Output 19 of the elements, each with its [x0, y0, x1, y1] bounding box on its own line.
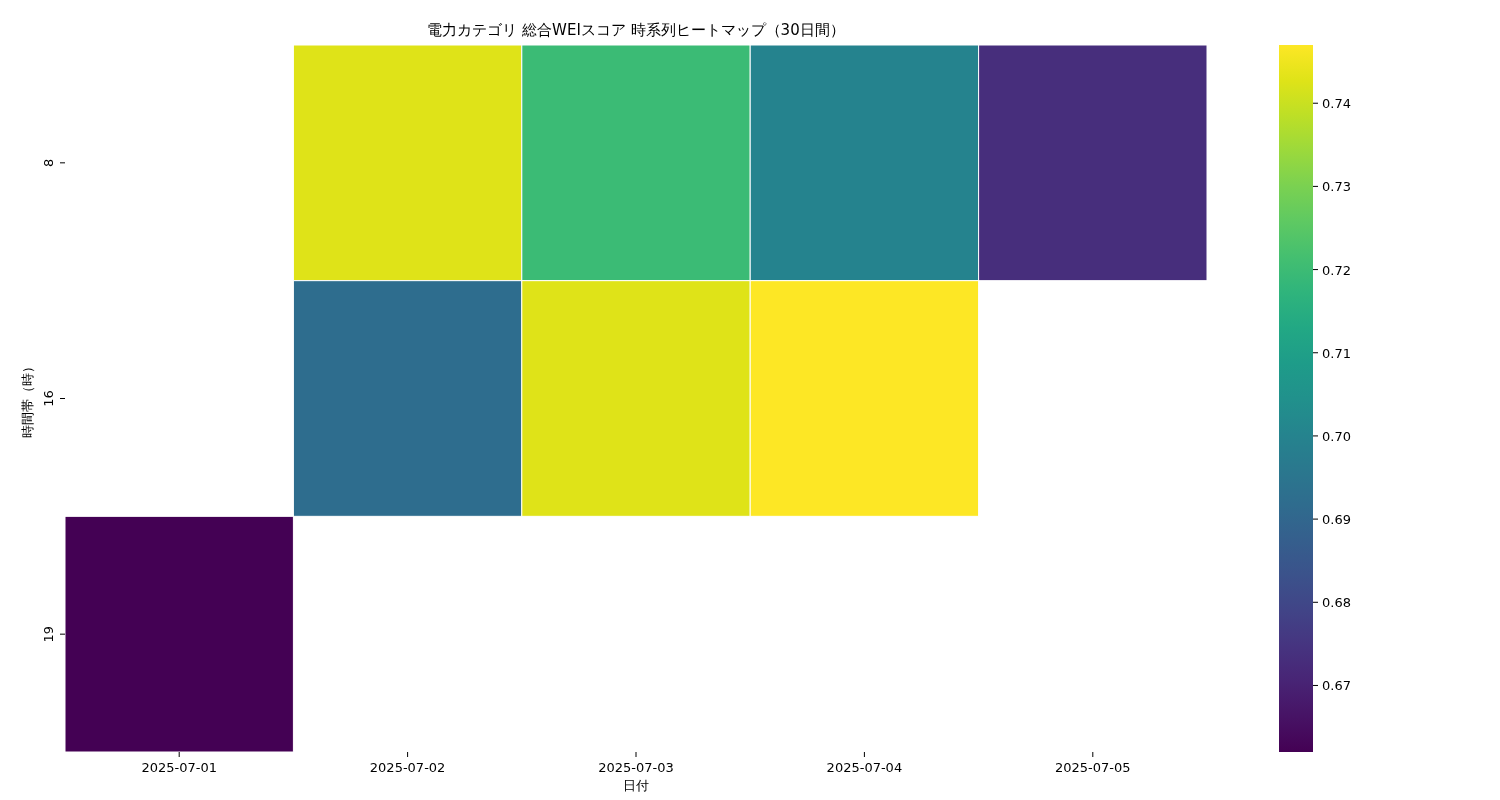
- color-bar-label: 0.69: [1322, 512, 1351, 528]
- x-tick-label: 2025-07-02: [369, 760, 446, 775]
- x-tick-label: 2025-07-05: [1055, 760, 1131, 775]
- color-bar-label: 0.68: [1322, 595, 1351, 611]
- x-tick-label: 2025-07-04: [826, 760, 903, 775]
- x-axis-title: 日付: [623, 778, 649, 793]
- color-bar-label: 0.70: [1322, 428, 1351, 444]
- color-bar-label: 0.71: [1322, 345, 1351, 361]
- y-axis-title: 時間帯（時）: [20, 359, 35, 438]
- color-bar-label: 0.74: [1322, 96, 1351, 112]
- chart-title: 電力カテゴリ 総合WEIスコア 時系列ヒートマップ（30日間）: [427, 21, 845, 39]
- color-bar-label: 0.73: [1322, 179, 1351, 195]
- y-tick-label: 19: [41, 625, 56, 643]
- x-tick-label: 2025-07-01: [141, 760, 217, 775]
- y-tick-label: 16: [41, 390, 56, 407]
- color-bar-label: 0.67: [1322, 678, 1351, 694]
- x-tick-label: 2025-07-03: [598, 760, 674, 775]
- color-bar-label: 0.72: [1322, 262, 1351, 278]
- y-tick-label: 8: [41, 158, 56, 167]
